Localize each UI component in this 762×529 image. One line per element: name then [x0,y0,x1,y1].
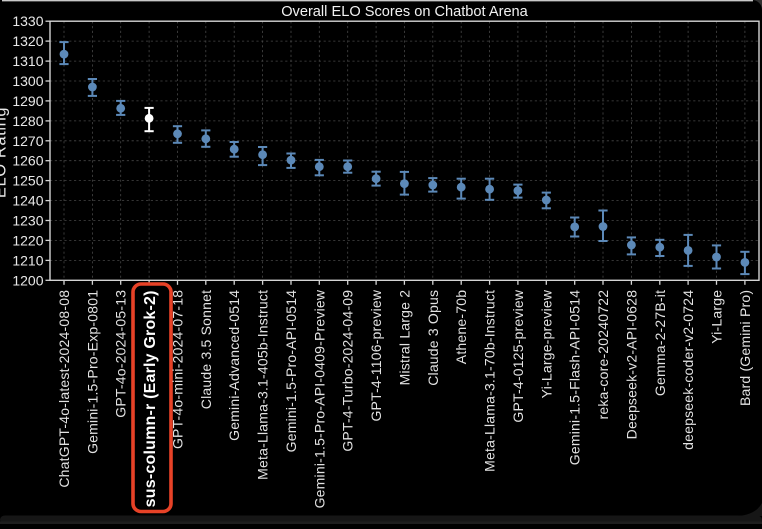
svg-text:GPT-4o-2024-05-13: GPT-4o-2024-05-13 [113,290,129,418]
svg-text:1310: 1310 [12,53,43,69]
svg-text:Deepseek-v2-API-0628: Deepseek-v2-API-0628 [623,290,639,440]
svg-text:1290: 1290 [12,93,43,109]
svg-text:Gemma-2-27B-it: Gemma-2-27B-it [652,290,668,396]
svg-text:1300: 1300 [12,73,43,89]
svg-text:1250: 1250 [12,173,43,189]
svg-text:reka-core-20240722: reka-core-20240722 [595,290,611,420]
svg-text:1230: 1230 [12,213,43,229]
svg-text:1220: 1220 [12,232,43,248]
svg-text:1280: 1280 [12,113,43,129]
svg-text:1330: 1330 [12,13,43,29]
svg-text:Gemini-Advanced-0514: Gemini-Advanced-0514 [226,290,242,441]
svg-text:Athene-70b: Athene-70b [453,290,469,364]
svg-text:GPT-4-0125-preview: GPT-4-0125-preview [510,289,526,422]
svg-text:1260: 1260 [12,153,43,169]
svg-text:ELO Rating: ELO Rating [0,107,10,198]
svg-text:Meta-Llama-3.1-70b-Instruct: Meta-Llama-3.1-70b-Instruct [482,290,498,472]
svg-text:1270: 1270 [12,133,43,149]
svg-text:Claude 3 Opus: Claude 3 Opus [425,290,441,386]
svg-text:deepseek-coder-v2-0724: deepseek-coder-v2-0724 [680,290,696,450]
svg-text:Gemini-1.5-Flash-API-0514: Gemini-1.5-Flash-API-0514 [567,290,583,465]
svg-text:1200: 1200 [12,272,43,288]
svg-text:1210: 1210 [12,252,43,268]
svg-text:GPT-4o-mini-2024-07-18: GPT-4o-mini-2024-07-18 [170,290,186,449]
svg-text:Gemini-1.5-Pro-API-0514: Gemini-1.5-Pro-API-0514 [283,290,299,453]
svg-text:Yi-Large-preview: Yi-Large-preview [538,289,554,398]
svg-text:Bard (Gemini Pro): Bard (Gemini Pro) [737,290,753,406]
svg-text:sus-column-r (Early Grok-2): sus-column-r (Early Grok-2) [142,290,159,507]
svg-text:GPT-4-Turbo-2024-04-09: GPT-4-Turbo-2024-04-09 [340,290,356,452]
svg-text:GPT-4-1106-preview: GPT-4-1106-preview [368,289,384,421]
svg-text:ChatGPT-4o-latest-2024-08-08: ChatGPT-4o-latest-2024-08-08 [56,290,72,488]
svg-text:1240: 1240 [12,193,43,209]
svg-text:Overall ELO Scores on Chatbot: Overall ELO Scores on Chatbot Arena [281,4,528,20]
svg-text:Claude 3.5 Sonnet: Claude 3.5 Sonnet [198,290,214,409]
svg-text:1320: 1320 [12,33,43,49]
svg-text:Mistral Large 2: Mistral Large 2 [396,290,412,386]
svg-text:Yi-Large: Yi-Large [709,290,725,344]
svg-text:Gemini-1.5-Pro-API-0409-Previe: Gemini-1.5-Pro-API-0409-Preview [311,289,327,508]
svg-text:Gemini-1.5-Pro-Exp-0801: Gemini-1.5-Pro-Exp-0801 [84,290,100,454]
svg-text:Meta-Llama-3.1-405b-Instruct: Meta-Llama-3.1-405b-Instruct [255,290,271,480]
